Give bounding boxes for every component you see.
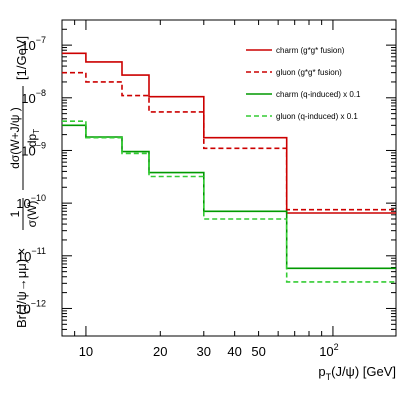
y-tick-label-exponent: −8 <box>36 88 46 98</box>
y-axis-title-fraction1-numerator: 1 <box>8 210 22 217</box>
y-tick-label-exponent: −7 <box>36 35 46 45</box>
y-tick-label-base: 10 <box>16 301 30 316</box>
legend-label-3: charm (q-induced) x 0.1 <box>276 90 361 99</box>
y-axis-title-fraction2-numerator: dσ(W+J/ψ ) <box>8 107 22 169</box>
y-tick-label-base: 10 <box>21 91 35 106</box>
x-axis-title-base: p <box>318 364 325 379</box>
y-tick-label: 10−11 <box>17 246 46 264</box>
y-tick-label: 10−12 <box>16 298 46 316</box>
y-axis-title-fraction2-denominator: dpT <box>25 129 41 147</box>
x-axis-title-rest: (J/ψ) [GeV] <box>331 364 396 379</box>
y-axis-title-unit: [1/GeV] <box>14 36 29 80</box>
y-axis-title: Br(J/ψ→μμ) × 1 σ(W) dσ(W+J/ψ ) dpT [1/GeV] <box>8 36 41 328</box>
x-tick-label-exponent: 2 <box>334 342 339 352</box>
y-axis-title-prefix: Br(J/ψ→μμ) × <box>14 248 29 328</box>
legend-label-2: gluon (g*g* fusion) <box>276 68 342 77</box>
legend-label-4: gluon (q-induced) x 0.1 <box>276 112 358 121</box>
axis-labels: 102030405010210−710−810−910−1010−1110−12… <box>8 35 396 382</box>
legend-label-1: charm (g*g* fusion) <box>276 46 345 55</box>
y-tick-label-exponent: −10 <box>31 193 46 203</box>
series-layer <box>62 52 396 283</box>
y-tick-label-exponent: −9 <box>36 140 46 150</box>
y-tick-label-base: 10 <box>21 143 35 158</box>
x-tick-label: 20 <box>153 344 167 359</box>
y-tick-label: 10−7 <box>21 35 46 53</box>
series-line-1 <box>62 52 396 214</box>
y-tick-label: 10−8 <box>21 88 46 106</box>
y-tick-label-exponent: −11 <box>31 246 46 256</box>
y-tick-label: 10−9 <box>21 140 46 158</box>
x-tick-label: 10 <box>79 344 93 359</box>
legend: charm (g*g* fusion) gluon (g*g* fusion) ch… <box>246 46 361 121</box>
y-tick-label-exponent: −12 <box>31 298 46 308</box>
x-tick-label: 50 <box>251 344 265 359</box>
x-tick-label-base: 10 <box>319 344 333 359</box>
y-axis-title-fraction1-denominator: σ(W) <box>25 201 39 228</box>
x-tick-label: 40 <box>227 344 241 359</box>
x-axis-title-subscript: T <box>326 372 332 382</box>
x-axis-title: pT(J/ψ) [GeV] <box>318 364 396 382</box>
y-tick-label-base: 10 <box>17 249 31 264</box>
y-axis-title-fraction2-denominator-subscript: T <box>32 129 41 134</box>
x-tick-label: 102 <box>319 342 338 359</box>
y-tick-label-base: 10 <box>21 38 35 53</box>
y-axis-title-fraction2-denominator-base: dp <box>25 133 39 147</box>
series-line-4 <box>62 120 396 283</box>
x-tick-label: 30 <box>197 344 211 359</box>
